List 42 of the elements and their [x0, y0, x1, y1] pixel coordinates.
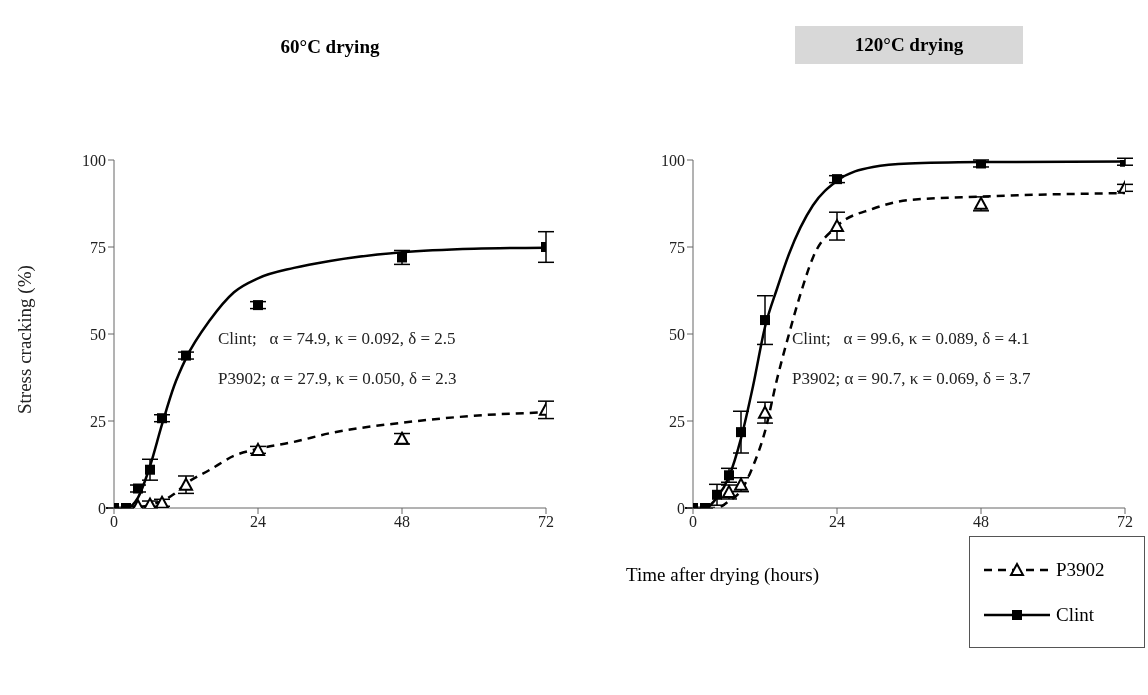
legend-label: Clint [1056, 603, 1095, 626]
annotation: P3902; α = 90.7, κ = 0.069, δ = 3.7 [792, 369, 1031, 389]
point [758, 405, 772, 419]
x-tick-label: 72 [538, 513, 554, 531]
point [157, 413, 167, 424]
point [253, 300, 263, 311]
annotation: P3902; α = 27.9, κ = 0.050, δ = 2.3 [218, 369, 457, 389]
y-tick-label: 25 [90, 412, 106, 430]
x-tick-label: 0 [689, 513, 697, 531]
annotation: Clint; α = 74.9, κ = 0.092, δ = 2.5 [218, 329, 456, 349]
annotation: Clint; α = 99.6, κ = 0.089, δ = 4.1 [792, 329, 1030, 349]
y-tick-label: 100 [661, 151, 685, 169]
point [976, 160, 986, 169]
y-tick-label: 0 [677, 499, 685, 517]
y-tick-label: 25 [669, 412, 685, 430]
point [145, 464, 155, 475]
chart-title: 60°C drying [280, 36, 380, 58]
y-tick-label: 75 [90, 238, 106, 256]
x-tick-label: 0 [110, 513, 118, 531]
y-tick-label: 50 [669, 325, 685, 343]
x-tick-label: 24 [829, 513, 845, 531]
point [832, 174, 842, 185]
point [830, 219, 844, 233]
point [712, 489, 722, 500]
x-tick-label: 24 [250, 513, 266, 531]
x-tick-label: 48 [973, 513, 989, 531]
y-tick-label: 75 [669, 238, 685, 256]
point [397, 252, 407, 263]
point [179, 477, 193, 491]
point [760, 315, 770, 326]
y-tick-label: 100 [82, 151, 106, 169]
x-tick-label: 72 [1117, 513, 1133, 531]
chart-title: 120°C drying [794, 26, 1024, 64]
y-tick-label: 50 [90, 325, 106, 343]
x-axis-title: Time after drying (hours) [626, 564, 819, 586]
legend-label: P3902 [1056, 558, 1105, 581]
point [736, 427, 746, 438]
x-tick-label: 48 [394, 513, 410, 531]
y-tick-label: 0 [98, 499, 106, 517]
y-axis-title: Stress cracking (%) [13, 265, 36, 414]
point [181, 350, 191, 361]
point [133, 483, 143, 494]
